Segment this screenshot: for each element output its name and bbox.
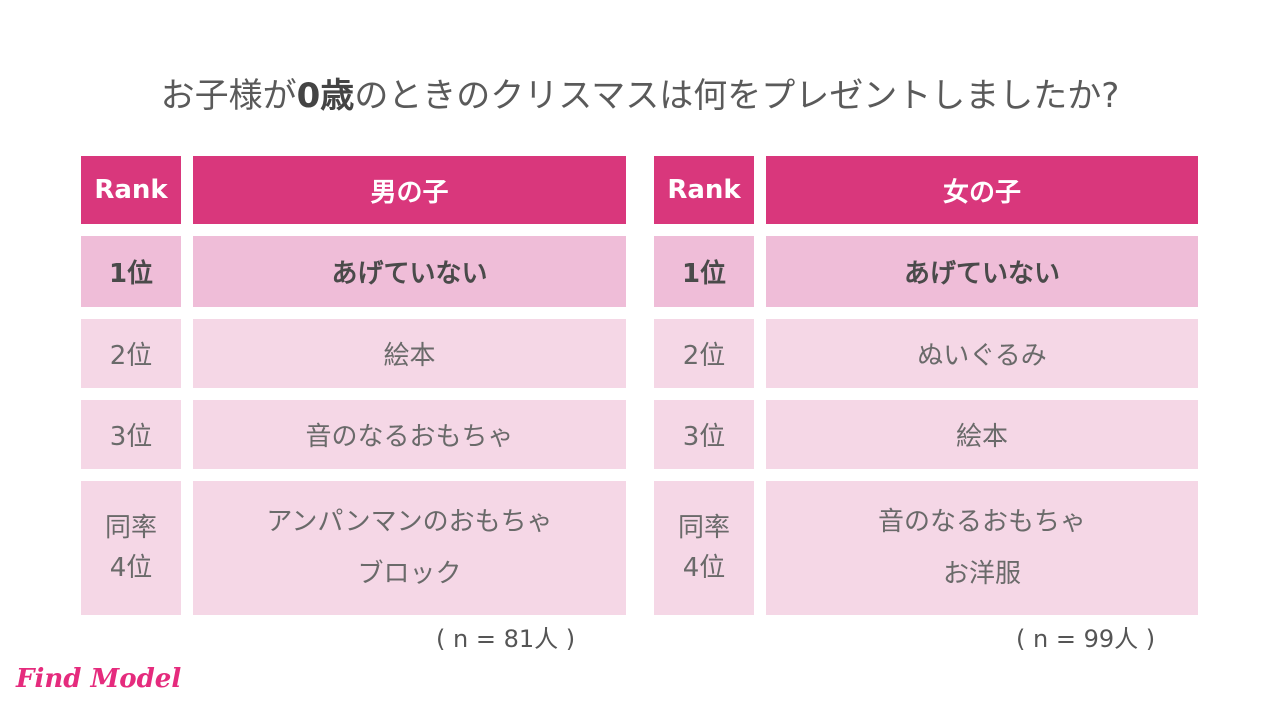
rank-cell: 同率 4位 [654,481,754,615]
rank-header-label: Rank [667,175,741,205]
rank-label: 2位 [109,341,153,371]
rank-label: 1位 [681,259,727,289]
group-header-girls: 女の子 [766,156,1198,224]
page-title: お子様が0歳のときのクリスマスは何をプレゼントしましたか? [0,66,1280,126]
rank-cell: 1位 [81,236,181,307]
group-header-label: 女の子 [942,177,1021,208]
rank-cell: 2位 [654,319,754,388]
item-label: 絵本 [383,341,436,371]
rank-cell: 3位 [81,400,181,469]
title-highlight: 0歳 [296,76,355,116]
brand-logo: Find Model [16,664,182,694]
rank-label: 2位 [682,341,726,371]
item-label: 音のなるおもちゃ [877,507,1086,537]
item-cell: あげていない [766,236,1198,307]
item-label: あげていない [331,259,488,289]
item-cell: 音のなるおもちゃ [193,400,626,469]
rank-label: 3位 [109,422,153,452]
title-suffix: のときのクリスマスは何をプレゼントしましたか? [354,76,1120,116]
item-label: 絵本 [955,422,1008,452]
group-header-boys: 男の子 [193,156,626,224]
item-label: お洋服 [942,559,1021,589]
item-cell: アンパンマンのおもちゃ ブロック [193,481,626,615]
rank-label: 4位 [109,553,153,583]
title-prefix: お子様が [160,76,297,116]
item-label: ブロック [357,559,462,589]
item-label: アンパンマンのおもちゃ [266,507,553,537]
rank-label: 同率 [677,513,730,543]
item-label: あげていない [903,259,1060,289]
rank-label: 3位 [682,422,726,452]
item-label: ぬいぐるみ [917,341,1047,371]
rank-cell: 同率 4位 [81,481,181,615]
rank-label: 同率 [104,513,157,543]
group-header-label: 男の子 [370,177,449,208]
item-label: 音のなるおもちゃ [305,422,514,452]
rank-cell: 3位 [654,400,754,469]
item-cell: ぬいぐるみ [766,319,1198,388]
rank-header: Rank [654,156,754,224]
rank-header: Rank [81,156,181,224]
rank-label: 4位 [682,553,726,583]
rank-cell: 1位 [654,236,754,307]
rank-label: 1位 [108,259,154,289]
sample-size-girls: ( n = 99人 ) [1016,625,1156,653]
item-cell: 音のなるおもちゃ お洋服 [766,481,1198,615]
rank-header-label: Rank [94,175,168,205]
rank-cell: 2位 [81,319,181,388]
item-cell: 絵本 [193,319,626,388]
item-cell: あげていない [193,236,626,307]
sample-size-boys: ( n = 81人 ) [436,625,576,653]
item-cell: 絵本 [766,400,1198,469]
